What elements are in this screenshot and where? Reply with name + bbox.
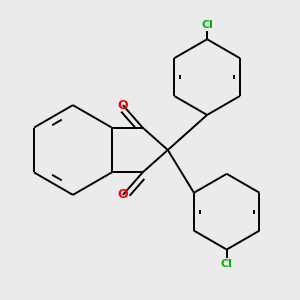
- Text: O: O: [118, 99, 128, 112]
- Text: O: O: [118, 188, 128, 201]
- Text: Cl: Cl: [201, 20, 213, 30]
- Text: Cl: Cl: [221, 259, 233, 269]
